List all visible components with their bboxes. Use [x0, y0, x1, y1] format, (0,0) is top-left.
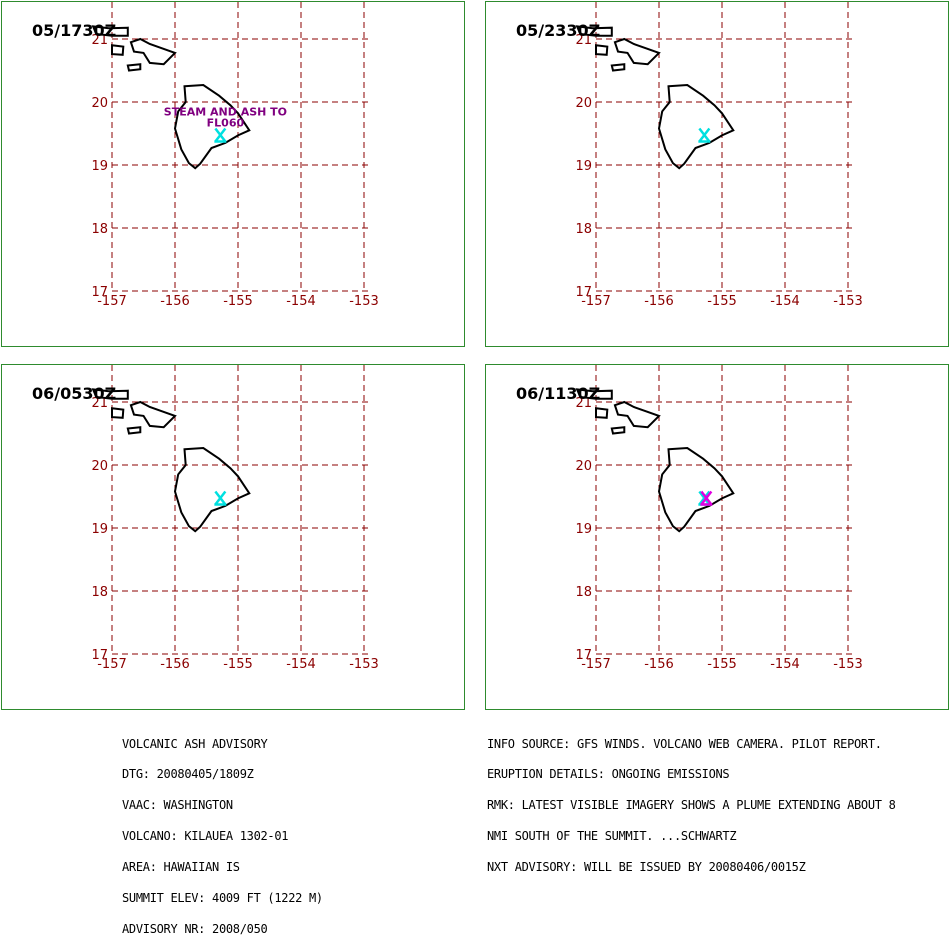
- big-island-outline: [657, 83, 735, 170]
- map-canvas: 21 20 19 18 17-157 -156 -155 -154 -153: [575, 2, 863, 309]
- map-panel: 21 20 19 18 17 -157 -156 -155 -154 -153 06/1130Z: [485, 364, 949, 710]
- kahoolawe-outline: [126, 426, 142, 435]
- advisory-left-text: VOLCANIC ASH ADVISORY DTG: 20080405/1809…: [122, 718, 323, 945]
- map-panel: 21 20 19 18 17 -157 -156 -155 -154 -153 05/2330Z: [485, 1, 949, 347]
- map-canvas: 21 20 19 18 17-157 -156 -155 -154 -153 STEAM AND …: [91, 2, 379, 309]
- advisory-left-line: ADVISORY NR: 2008/050: [122, 921, 268, 936]
- panel-time-label: 06/1130Z: [516, 384, 601, 403]
- ash-plume-marker: [700, 490, 713, 506]
- longitude-label: -153: [349, 294, 379, 309]
- latitude-label: 21: [91, 396, 108, 411]
- big-island-outline: [657, 446, 735, 533]
- ash-plume-marker: [214, 490, 227, 506]
- latitude-label: 21: [91, 33, 108, 48]
- latitude-label: 18: [575, 585, 592, 600]
- latitude-label: 19: [575, 522, 592, 537]
- panel-time-label: 05/2330Z: [516, 21, 601, 40]
- lanai-outline: [595, 44, 609, 56]
- map-panel: 21 20 19 18 17 -157 -156 -155 -154 -153 06/0530Z: [1, 364, 465, 710]
- latitude-label: 19: [91, 159, 108, 174]
- molokai-outline: [575, 388, 613, 400]
- advisory-left-line: VOLCANO: KILAUEA 1302-01: [122, 829, 289, 844]
- longitude-label: -153: [833, 294, 863, 309]
- latitude-label: 20: [91, 459, 108, 474]
- latitude-label: 17: [91, 648, 108, 663]
- longitude-label: -154: [770, 657, 800, 672]
- lanai-outline: [111, 407, 125, 419]
- advisory-left-line: VAAC: WASHINGTON: [122, 798, 233, 813]
- kahoolawe-outline: [610, 63, 626, 72]
- longitude-label: -157: [97, 294, 127, 309]
- lanai-outline: [111, 44, 125, 56]
- plume-annotation: FL060: [207, 116, 245, 129]
- longitude-label: -155: [707, 657, 737, 672]
- latitude-label: 19: [575, 159, 592, 174]
- lanai-outline: [595, 407, 609, 419]
- molokai-outline: [91, 25, 129, 37]
- longitude-label: -155: [707, 294, 737, 309]
- longitude-label: -156: [160, 294, 190, 309]
- advisory-right-line: NMI SOUTH OF THE SUMMIT. ...SCHWARTZ: [487, 829, 737, 844]
- maui-outline: [129, 37, 177, 66]
- maui-outline: [129, 400, 177, 429]
- advisory-left-line: VOLCANIC ASH ADVISORY: [122, 736, 268, 751]
- advisory-left-line: DTG: 20080405/1809Z: [122, 767, 254, 782]
- latitude-label: 17: [575, 285, 592, 300]
- latitude-label: 20: [575, 96, 592, 111]
- longitude-label: -155: [223, 657, 253, 672]
- maui-outline: [613, 400, 661, 429]
- kahoolawe-outline: [126, 63, 142, 72]
- latitude-label: 20: [575, 459, 592, 474]
- latitude-label: 20: [91, 96, 108, 111]
- map-canvas: 21 20 19 18 17-157 -156 -155 -154 -153: [575, 365, 863, 672]
- map-panel: 21 20 19 18 17 -157 -156 -155 -154 -153 STEAM AND …: [1, 1, 465, 347]
- latitude-label: 19: [91, 522, 108, 537]
- longitude-label: -154: [770, 294, 800, 309]
- panel-time-label: 06/0530Z: [32, 384, 117, 403]
- map-canvas: 21 20 19 18 17-157 -156 -155 -154 -153: [91, 365, 379, 672]
- advisory-left-line: SUMMIT ELEV: 4009 FT (1222 M): [122, 891, 323, 906]
- advisory-right-line: NXT ADVISORY: WILL BE ISSUED BY 20080406…: [487, 860, 806, 875]
- longitude-label: -156: [160, 657, 190, 672]
- latitude-label: 18: [575, 222, 592, 237]
- latitude-label: 18: [91, 222, 108, 237]
- latitude-label: 17: [91, 285, 108, 300]
- longitude-label: -154: [286, 294, 316, 309]
- molokai-outline: [91, 388, 129, 400]
- plume-annotation: STEAM AND ASH TO: [164, 105, 287, 118]
- latitude-label: 17: [575, 648, 592, 663]
- longitude-label: -155: [223, 294, 253, 309]
- advisory-right-line: INFO SOURCE: GFS WINDS. VOLCANO WEB CAME…: [487, 736, 882, 751]
- longitude-label: -153: [833, 657, 863, 672]
- longitude-label: -157: [97, 657, 127, 672]
- molokai-outline: [575, 25, 613, 37]
- maui-outline: [613, 37, 661, 66]
- longitude-label: -157: [581, 294, 611, 309]
- advisory-right-line: RMK: LATEST VISIBLE IMAGERY SHOWS A PLUM…: [487, 798, 896, 813]
- longitude-label: -153: [349, 657, 379, 672]
- longitude-label: -156: [644, 657, 674, 672]
- latitude-label: 18: [91, 585, 108, 600]
- advisory-right-text: INFO SOURCE: GFS WINDS. VOLCANO WEB CAME…: [487, 718, 896, 883]
- big-island-outline: [173, 83, 251, 170]
- advisory-right-line: ERUPTION DETAILS: ONGOING EMISSIONS: [487, 767, 730, 782]
- latitude-label: 21: [575, 33, 592, 48]
- longitude-label: -154: [286, 657, 316, 672]
- longitude-label: -156: [644, 294, 674, 309]
- panel-time-label: 05/1730Z: [32, 21, 117, 40]
- kahoolawe-outline: [610, 426, 626, 435]
- big-island-outline: [173, 446, 251, 533]
- ash-plume-marker: [214, 127, 227, 143]
- advisory-left-line: AREA: HAWAIIAN IS: [122, 860, 240, 875]
- latitude-label: 21: [575, 396, 592, 411]
- ash-plume-marker: [698, 127, 711, 143]
- longitude-label: -157: [581, 657, 611, 672]
